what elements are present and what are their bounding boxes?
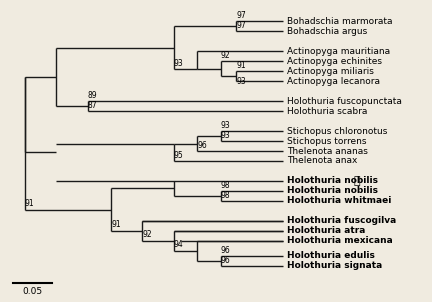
Text: Stichopus chloronotus: Stichopus chloronotus bbox=[287, 127, 388, 136]
Text: 93: 93 bbox=[174, 59, 184, 68]
Text: 96: 96 bbox=[197, 141, 207, 150]
Text: Holothuria fuscogilva: Holothuria fuscogilva bbox=[287, 216, 397, 225]
Text: Holothuria edulis: Holothuria edulis bbox=[287, 251, 375, 260]
Text: Holothuria atra: Holothuria atra bbox=[287, 226, 365, 235]
Text: Holothuria scabra: Holothuria scabra bbox=[287, 107, 368, 116]
Text: Bohadschia argus: Bohadschia argus bbox=[287, 27, 368, 36]
Text: 98: 98 bbox=[221, 181, 230, 190]
Text: Holothuria mexicana: Holothuria mexicana bbox=[287, 236, 393, 245]
Text: 97: 97 bbox=[236, 21, 246, 30]
Text: 93: 93 bbox=[236, 77, 246, 86]
Text: Thelenota ananas: Thelenota ananas bbox=[287, 146, 368, 156]
Text: 96: 96 bbox=[221, 246, 230, 255]
Text: Stichopus torrens: Stichopus torrens bbox=[287, 137, 367, 146]
Text: Holothuria nobilis: Holothuria nobilis bbox=[287, 186, 378, 195]
Text: Actinopyga miliaris: Actinopyga miliaris bbox=[287, 67, 374, 76]
Text: 0.05: 0.05 bbox=[22, 287, 43, 296]
Text: 91: 91 bbox=[25, 199, 35, 208]
Text: Actinopyga mauritiana: Actinopyga mauritiana bbox=[287, 47, 391, 56]
Text: Ⓢ: Ⓢ bbox=[354, 176, 360, 186]
Text: 95: 95 bbox=[174, 151, 184, 160]
Text: 91: 91 bbox=[111, 220, 121, 229]
Text: 92: 92 bbox=[221, 51, 230, 60]
Text: Holothuria whitmaei: Holothuria whitmaei bbox=[287, 196, 391, 205]
Text: 87: 87 bbox=[88, 101, 97, 110]
Text: Actinopyga echinites: Actinopyga echinites bbox=[287, 57, 382, 66]
Text: 97: 97 bbox=[236, 11, 246, 20]
Text: 91: 91 bbox=[236, 61, 246, 70]
Text: 98: 98 bbox=[221, 191, 230, 200]
Text: Holothuria signata: Holothuria signata bbox=[287, 261, 382, 270]
Text: 96: 96 bbox=[221, 256, 230, 265]
Text: Bohadschia marmorata: Bohadschia marmorata bbox=[287, 17, 393, 26]
Text: Holothuria nobilis: Holothuria nobilis bbox=[287, 176, 378, 185]
Text: 92: 92 bbox=[142, 230, 152, 239]
Text: 93: 93 bbox=[221, 121, 230, 130]
Text: 93: 93 bbox=[221, 131, 230, 140]
Text: Thelenota anax: Thelenota anax bbox=[287, 156, 358, 165]
Text: 89: 89 bbox=[88, 91, 97, 100]
Text: Actinopyga lecanora: Actinopyga lecanora bbox=[287, 77, 380, 86]
Text: Holothuria fuscopunctata: Holothuria fuscopunctata bbox=[287, 97, 402, 106]
Text: 94: 94 bbox=[174, 240, 184, 249]
